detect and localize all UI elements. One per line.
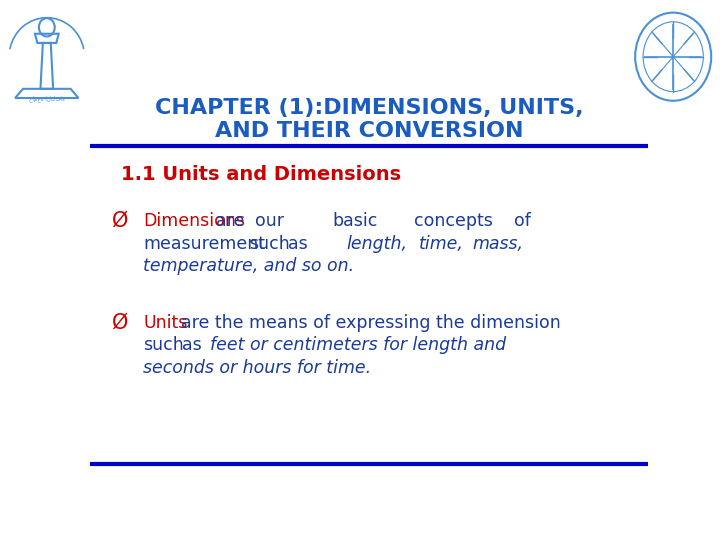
Text: our: our [255, 212, 284, 230]
Text: of: of [514, 212, 531, 230]
Text: Dimensions: Dimensions [143, 212, 245, 230]
Text: as: as [182, 336, 202, 354]
Text: such: such [249, 234, 289, 253]
Text: are: are [215, 212, 244, 230]
Text: AND THEIR CONVERSION: AND THEIR CONVERSION [215, 122, 523, 141]
Text: mass,: mass, [472, 234, 523, 253]
Text: concepts: concepts [413, 212, 492, 230]
Text: 1.1 Units and Dimensions: 1.1 Units and Dimensions [121, 165, 401, 185]
Text: Units: Units [143, 314, 187, 332]
Text: جامعة الكفاء: جامعة الكفاء [29, 95, 65, 102]
Text: CHAPTER (1):DIMENSIONS, UNITS,: CHAPTER (1):DIMENSIONS, UNITS, [155, 98, 583, 118]
Text: as: as [288, 234, 308, 253]
Text: such: such [143, 336, 184, 354]
Text: measurement: measurement [143, 234, 265, 253]
Text: basic: basic [333, 212, 378, 230]
Text: temperature, and so on.: temperature, and so on. [143, 258, 354, 275]
Text: Ø: Ø [112, 313, 129, 333]
Text: time,: time, [419, 234, 464, 253]
Text: feet or centimeters for length and: feet or centimeters for length and [210, 336, 506, 354]
Text: length,: length, [347, 234, 408, 253]
Text: seconds or hours for time.: seconds or hours for time. [143, 359, 371, 377]
Text: are the means of expressing the dimension: are the means of expressing the dimensio… [181, 314, 561, 332]
Text: Ø: Ø [112, 211, 129, 231]
